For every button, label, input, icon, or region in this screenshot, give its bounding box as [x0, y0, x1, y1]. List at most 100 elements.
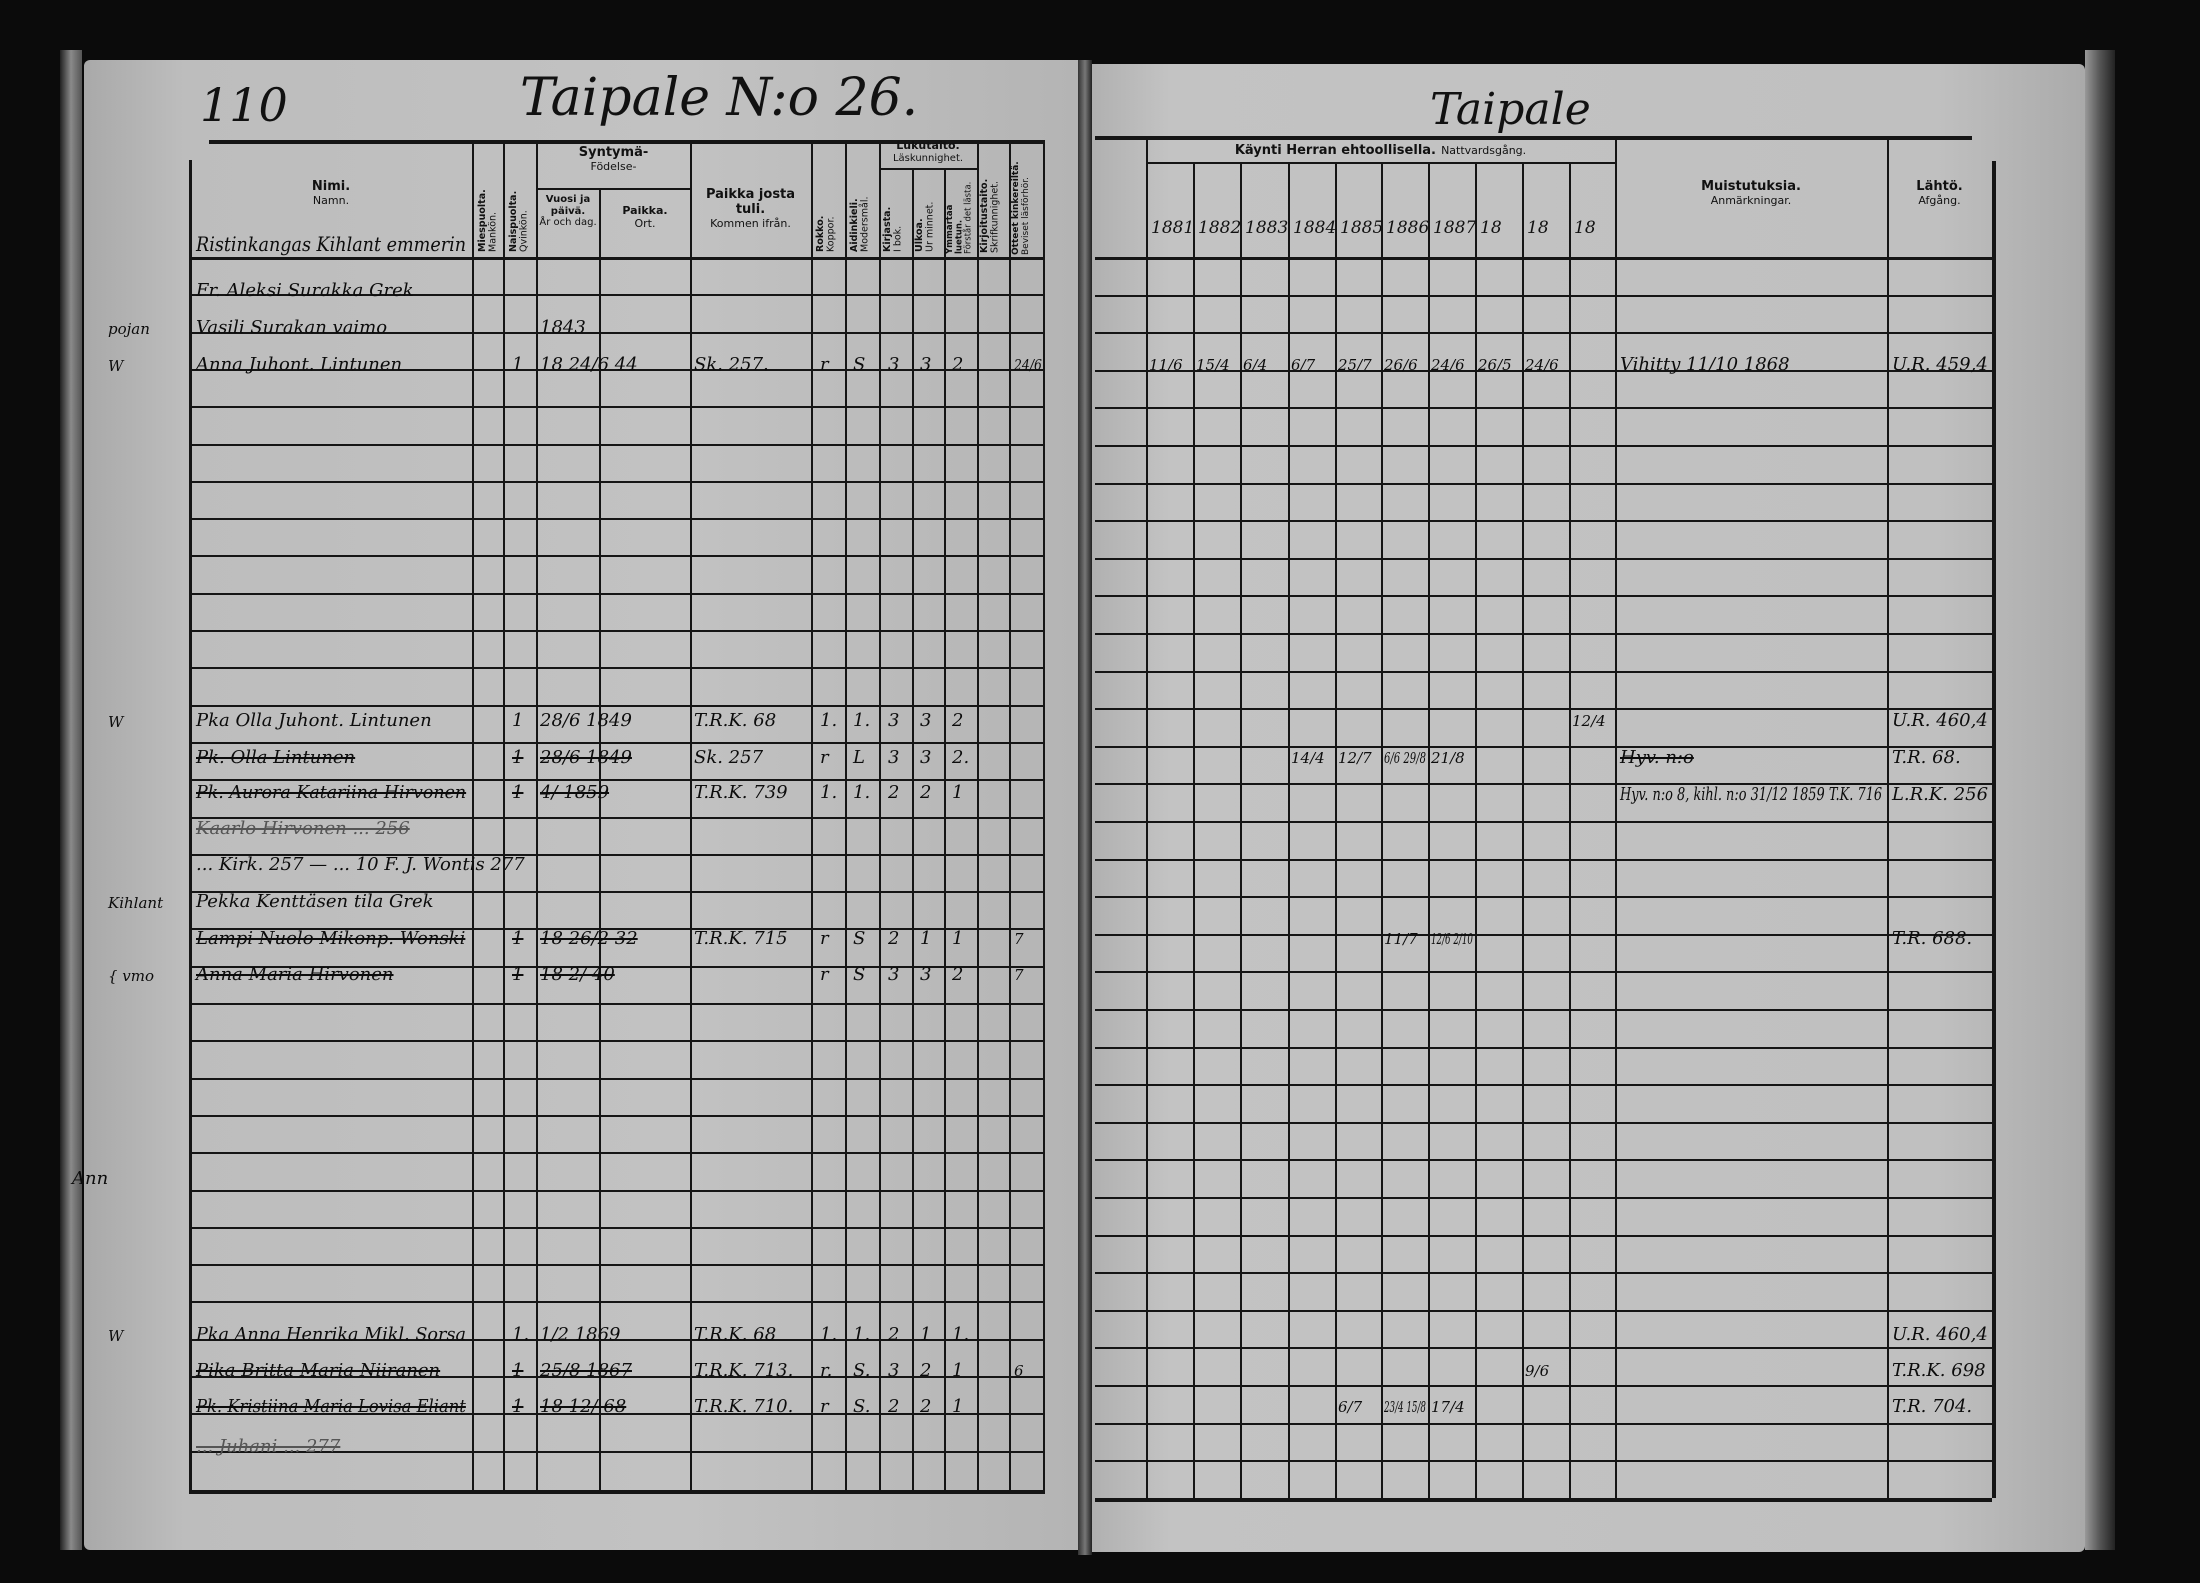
entry-from-book: 3: [888, 354, 900, 375]
row-line: [189, 518, 1045, 521]
year-header: 1884: [1293, 218, 1337, 238]
row-line: [1095, 482, 1992, 485]
communion-date: 21/8: [1431, 749, 1465, 767]
row-line: [1095, 1197, 1992, 1199]
entry-departure: T.R. 688.: [1892, 928, 1973, 949]
entry-male: 1: [512, 928, 524, 949]
row-line: [189, 1003, 1045, 1005]
grid-line: [1887, 136, 1889, 1498]
header-male: Miespuolta. Mankön.: [477, 148, 500, 252]
entry-name: ... Kirk. 257 — ... 10 F. J. Wontis 277: [196, 854, 525, 875]
row-line: [1095, 445, 1992, 447]
entry-birth-date: 4/ 1859: [540, 782, 610, 803]
entry-mother-tongue: S.: [853, 1396, 871, 1417]
entry-birth-date: 1843: [540, 317, 586, 338]
header-birth-place: Paikka. Ort.: [600, 204, 690, 230]
entry-mother-tongue: 1.: [853, 782, 871, 803]
entry-by-heart: 1: [920, 1324, 932, 1345]
grid-line: [1043, 140, 1045, 1490]
row-line: [1095, 1347, 1992, 1350]
header-remarks: Muistutuksia. Anmärkningar.: [1615, 179, 1887, 208]
row-line: [1095, 332, 1992, 335]
row-line: [189, 1189, 1045, 1192]
communion-date: 6/6 29/8: [1384, 749, 1427, 767]
entry-name: Vasili Surakan vaimo: [196, 317, 388, 338]
entry-name: Kaarlo Hirvonen ... 256: [196, 818, 410, 839]
row-line: [189, 1413, 1045, 1416]
entry-departure: L.R.K. 256: [1892, 784, 1989, 805]
entry-prefix: W: [108, 713, 124, 731]
header-mother-tongue-sv: Modersmål.: [859, 196, 871, 252]
entry-remark: Vihitty 11/10 1868: [1620, 354, 1790, 375]
entry-male: 1: [512, 1360, 524, 1381]
row-line: [1095, 1422, 1992, 1425]
entry-smallpox: r: [820, 354, 829, 375]
year-header: 1881: [1151, 218, 1195, 238]
row-line: [1095, 1460, 1992, 1463]
header-birth-date: Vuosi ja päivä. År och dag.: [538, 194, 598, 229]
entry-departure: T.R. 68.: [1892, 747, 1961, 768]
row-line: [1095, 1159, 1992, 1162]
entry-birth-date: 28/6 1849: [540, 747, 632, 768]
communion-date: 12/4: [1572, 712, 1606, 730]
grid-line: [1475, 162, 1477, 1498]
header-bottom-border: [189, 257, 1045, 260]
row-line: [1095, 1046, 1992, 1049]
entry-from-book: 2: [888, 928, 900, 949]
row-line: [189, 891, 1045, 894]
grid-line: [1240, 162, 1242, 1498]
entry-male: 1: [512, 710, 524, 731]
header-female: Naispuolta. Qvinkön.: [508, 148, 531, 252]
header-writing: Kirjoitustaito. Skrifkunnighet.: [979, 143, 1006, 253]
header-from-book: Kirjasta. I bok.: [882, 172, 907, 252]
header-literacy-fi: Lukutaito.: [896, 139, 960, 152]
header-remarks-fi: Muistutuksia.: [1701, 179, 1801, 194]
header-birth-place-sv: Ort.: [634, 216, 656, 230]
row-line: [1095, 1234, 1992, 1237]
header-literacy: Lukutaito. Läskunnighet.: [879, 139, 977, 164]
entry-departure: U.R. 459,4: [1892, 354, 1988, 375]
header-departure-sv: Afgång.: [1918, 193, 1961, 207]
grid-line: [879, 140, 881, 1490]
row-line: [1095, 783, 1992, 786]
entry-from-book: 3: [888, 1360, 900, 1381]
entry-by-heart: 1: [920, 928, 932, 949]
grid-line: [1146, 136, 1148, 1498]
row-line: [189, 1264, 1045, 1267]
communion-date: 12/7: [1338, 749, 1372, 767]
entry-from-place: T.R.K. 68: [694, 1324, 777, 1345]
row-line: [1095, 708, 1992, 711]
header-communion-fi: Käynti Herran ehtoollisella.: [1234, 143, 1436, 158]
header-by-heart: Ulkoa. Ur minnet.: [914, 172, 939, 252]
entry-from-book: 2: [888, 782, 900, 803]
entry-understands: 1: [952, 1360, 964, 1381]
communion-date: 6/7: [1291, 356, 1316, 374]
entry-by-heart: 3: [920, 710, 932, 731]
communion-date: 24/6: [1525, 356, 1559, 374]
entry-exams: 7: [1014, 966, 1024, 984]
grid-line: [690, 140, 692, 1490]
communion-date: 26/5: [1478, 356, 1512, 374]
grid-line: [845, 140, 847, 1490]
communion-date: 14/4: [1291, 749, 1325, 767]
entry-from-book: 3: [888, 710, 900, 731]
grid-line: [879, 168, 977, 170]
entry-understands: 2: [952, 964, 964, 985]
header-communion: Käynti Herran ehtoollisella. Nattvardsgå…: [1146, 140, 1615, 159]
row-line: [189, 741, 1045, 744]
table-bottom-border: [1095, 1498, 1992, 1502]
header-bottom-border: [1095, 257, 1992, 260]
header-from-place: Paikka josta tuli. Kommen ifrån.: [690, 187, 811, 231]
communion-date: 26/6: [1384, 356, 1418, 374]
table-left-border: [189, 160, 192, 1490]
entry-name: Anna Juhont. Lintunen: [196, 354, 403, 375]
grid-line: [536, 140, 538, 1490]
entry-name: Pekka Kenttäsen tila Grek: [196, 891, 434, 912]
header-writing-sv: Skrifkunnighet.: [989, 181, 1001, 253]
entry-understands: 2: [952, 710, 964, 731]
row-line: [189, 853, 1045, 856]
communion-date: 15/4: [1196, 356, 1230, 374]
row-line: [1095, 821, 1992, 823]
row-line: [189, 965, 1045, 968]
row-line: [189, 1040, 1045, 1043]
